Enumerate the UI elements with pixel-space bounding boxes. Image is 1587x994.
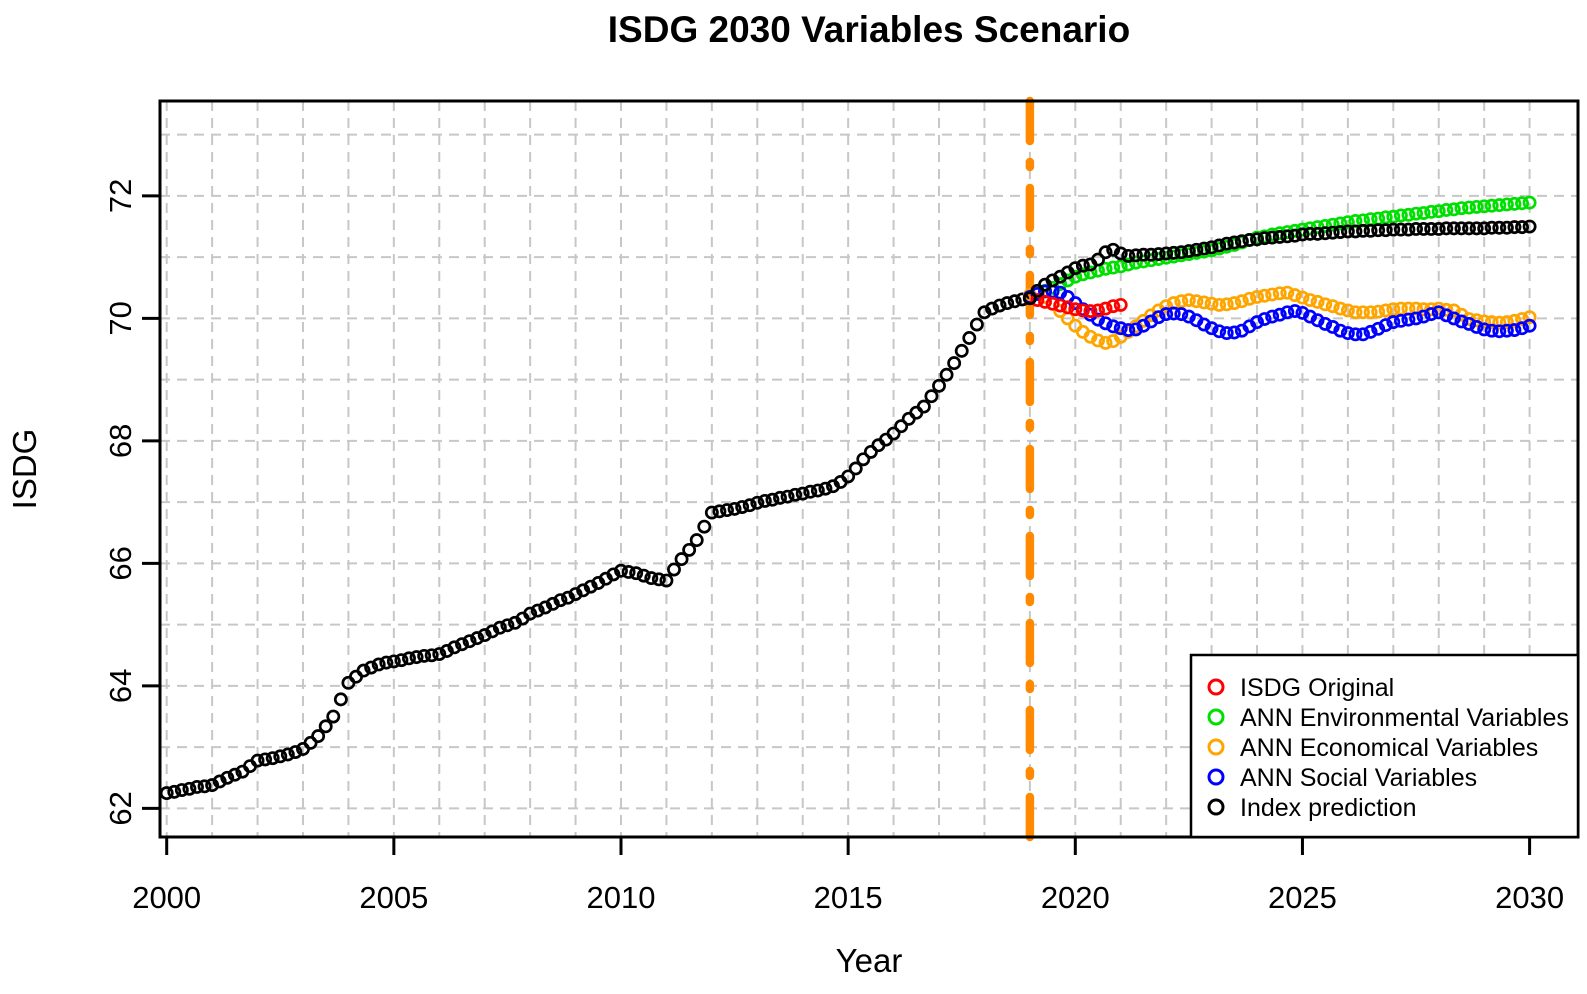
legend-label: ANN Social Variables <box>1240 764 1477 792</box>
legend-swatch-isdg-original <box>1207 678 1225 696</box>
y-tick-label: 64 <box>103 669 138 703</box>
series-isdg-observed <box>159 291 1037 801</box>
legend-swatch-index-prediction <box>1207 798 1225 816</box>
grid-layer <box>160 101 1578 837</box>
legend-label: ISDG Original <box>1240 674 1394 702</box>
series-isdg-original <box>1022 291 1128 318</box>
axes-layer: 2000 2005 2010 2015 2020 2025 2030 62 64 66 68 70 72 <box>103 179 1564 915</box>
legend-swatch-ann-environmental <box>1207 708 1225 726</box>
legend-box <box>1189 653 1580 839</box>
x-tick-label: 2030 <box>1495 880 1564 915</box>
plot-border <box>158 99 1580 839</box>
legend-label: Index prediction <box>1240 794 1417 822</box>
legend-item: ANN Environmental Variables <box>1207 704 1569 732</box>
y-tick-label: 62 <box>103 791 138 825</box>
legend: ISDG Original ANN Environmental Variable… <box>1189 653 1580 839</box>
x-tick-label: 2025 <box>1268 880 1337 915</box>
x-axis-label: Year <box>836 942 903 979</box>
x-tick-label: 2015 <box>814 880 883 915</box>
x-tick-label: 2005 <box>359 880 428 915</box>
y-tick-label: 66 <box>103 546 138 580</box>
legend-item: Index prediction <box>1207 794 1417 822</box>
x-tick-label: 2000 <box>132 880 201 915</box>
series-index-prediction <box>1022 219 1537 306</box>
y-tick-label: 72 <box>103 179 138 213</box>
series-layer <box>159 195 1537 801</box>
y-tick-label: 68 <box>103 424 138 458</box>
x-tick-label: 2020 <box>1041 880 1110 915</box>
y-tick-label: 70 <box>103 301 138 335</box>
legend-swatch-ann-social <box>1207 768 1225 786</box>
legend-item: ISDG Original <box>1207 674 1394 702</box>
legend-item: ANN Economical Variables <box>1207 734 1538 762</box>
legend-label: ANN Environmental Variables <box>1240 704 1569 732</box>
y-axis-label: ISDG <box>6 429 43 510</box>
legend-item: ANN Social Variables <box>1207 764 1477 792</box>
x-tick-label: 2010 <box>587 880 656 915</box>
legend-swatch-ann-economical <box>1207 738 1225 756</box>
chart-title: ISDG 2030 Variables Scenario <box>608 9 1130 50</box>
legend-label: ANN Economical Variables <box>1240 734 1538 762</box>
